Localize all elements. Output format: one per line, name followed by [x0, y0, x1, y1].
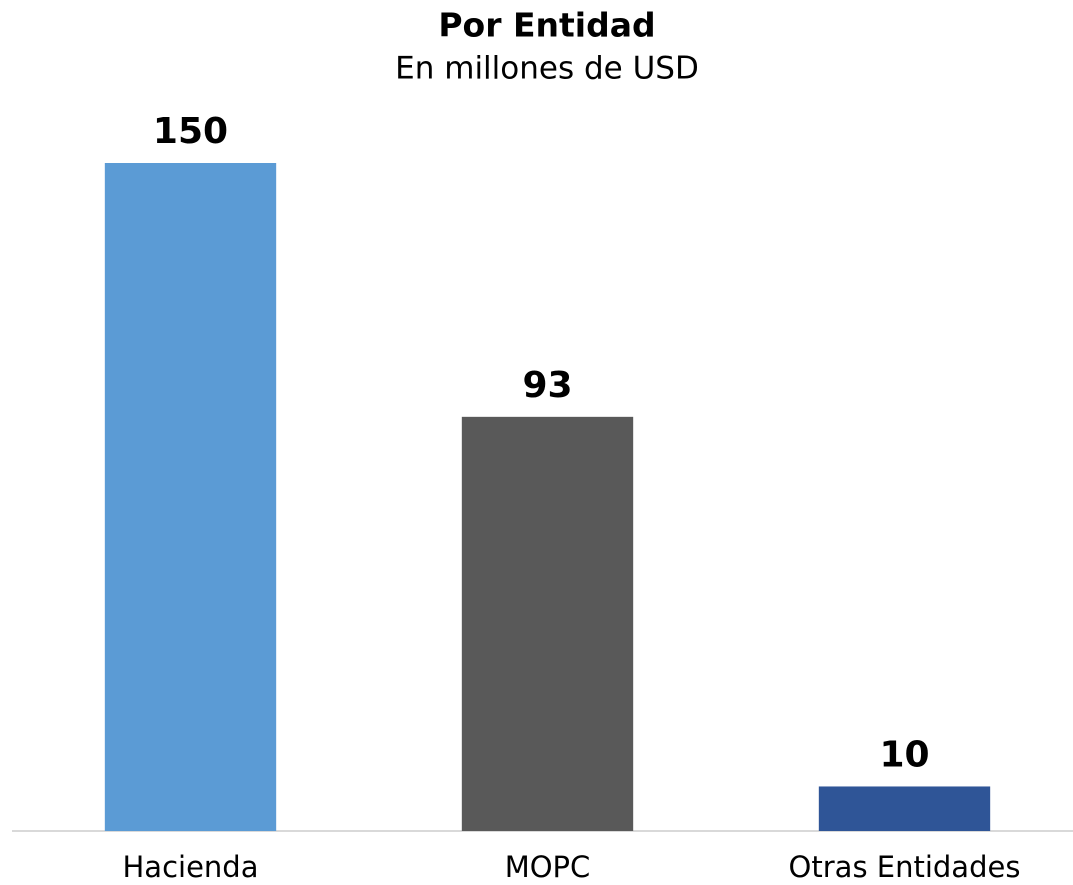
x-tick-label: Otras Entidades	[789, 850, 1021, 884]
data-label: 10	[879, 734, 929, 775]
bar	[818, 786, 991, 831]
x-tick-label: MOPC	[505, 850, 591, 884]
chart-subtitle: En millones de USD	[395, 51, 699, 87]
data-label: 150	[153, 111, 228, 152]
bar	[104, 163, 277, 831]
chart-title: Por Entidad	[438, 6, 655, 45]
bar	[461, 416, 634, 831]
data-label: 93	[522, 365, 572, 406]
x-tick-label: Hacienda	[123, 850, 259, 884]
